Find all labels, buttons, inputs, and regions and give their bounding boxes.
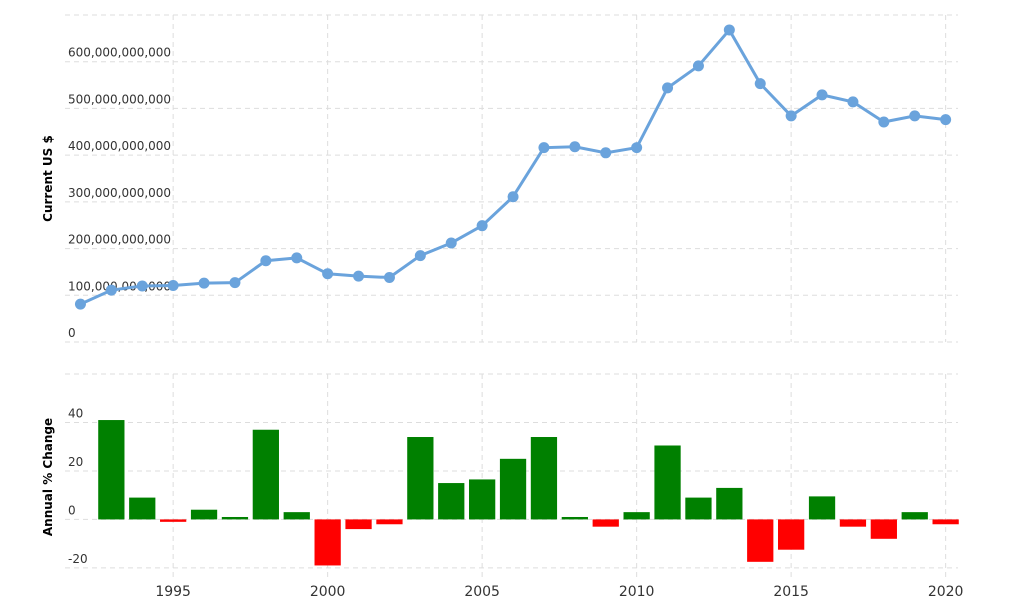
bar — [561, 516, 588, 520]
bar — [438, 483, 465, 520]
bar — [469, 479, 496, 520]
x-tick-label: 2015 — [773, 584, 809, 600]
bar — [98, 420, 125, 520]
bar — [778, 519, 805, 550]
y-tick-label: 20 — [68, 455, 83, 469]
x-tick-label: 2020 — [928, 584, 964, 600]
x-tick-label: 2005 — [464, 584, 500, 600]
point — [229, 277, 241, 289]
bar — [932, 519, 959, 525]
point — [260, 255, 272, 267]
point — [291, 252, 303, 264]
bar — [685, 497, 712, 520]
line — [79, 27, 946, 306]
y-tick-label: 200,000,000,000 — [68, 233, 171, 247]
bar — [499, 458, 527, 520]
x-tick-label: 2000 — [310, 584, 346, 600]
x-tick-label: 1995 — [155, 584, 191, 600]
point — [909, 110, 921, 122]
y-axis-label: Annual % Change — [41, 418, 55, 536]
bar — [252, 429, 279, 520]
bar — [654, 445, 681, 520]
point — [785, 110, 797, 122]
bar — [407, 437, 434, 520]
point — [414, 250, 426, 262]
y-tick-label: 40 — [68, 406, 83, 420]
point — [569, 141, 581, 153]
bar — [530, 437, 558, 520]
bar — [592, 519, 619, 527]
bar — [716, 487, 743, 520]
point — [105, 284, 117, 296]
point — [600, 147, 612, 159]
point — [816, 89, 828, 101]
point — [383, 272, 395, 284]
point — [940, 114, 952, 126]
bar — [808, 496, 836, 520]
point — [353, 270, 365, 282]
y-tick-label: 600,000,000,000 — [68, 46, 171, 60]
point — [198, 277, 210, 289]
point — [167, 279, 179, 291]
bar — [129, 497, 156, 520]
x-tick-label: 2010 — [619, 584, 655, 600]
point — [507, 191, 519, 203]
point — [662, 82, 674, 94]
y-tick-label: 0 — [68, 503, 76, 517]
y-tick-label: 300,000,000,000 — [68, 186, 171, 200]
point — [445, 237, 457, 249]
y-tick-label: 0 — [68, 326, 76, 340]
bar — [376, 519, 403, 525]
point — [322, 268, 334, 280]
point — [723, 24, 735, 36]
bar — [160, 519, 187, 522]
y-axis-label: Current US $ — [41, 135, 55, 222]
point — [538, 142, 550, 154]
point — [631, 142, 643, 154]
bar — [901, 512, 928, 520]
bar — [190, 509, 218, 520]
bar — [839, 519, 867, 527]
point — [754, 78, 766, 90]
point — [847, 96, 859, 108]
bar — [283, 512, 310, 520]
point — [136, 280, 148, 292]
point — [692, 60, 704, 72]
bar — [623, 512, 650, 520]
y-tick-label: 500,000,000,000 — [68, 92, 171, 106]
bar — [314, 519, 341, 566]
bar — [221, 516, 249, 520]
bar — [345, 519, 372, 530]
point — [476, 220, 488, 232]
bar — [747, 519, 774, 562]
y-tick-label: 400,000,000,000 — [68, 139, 171, 153]
point — [878, 116, 890, 128]
point — [74, 298, 86, 310]
bar — [870, 519, 897, 539]
y-tick-label: -20 — [68, 552, 88, 566]
